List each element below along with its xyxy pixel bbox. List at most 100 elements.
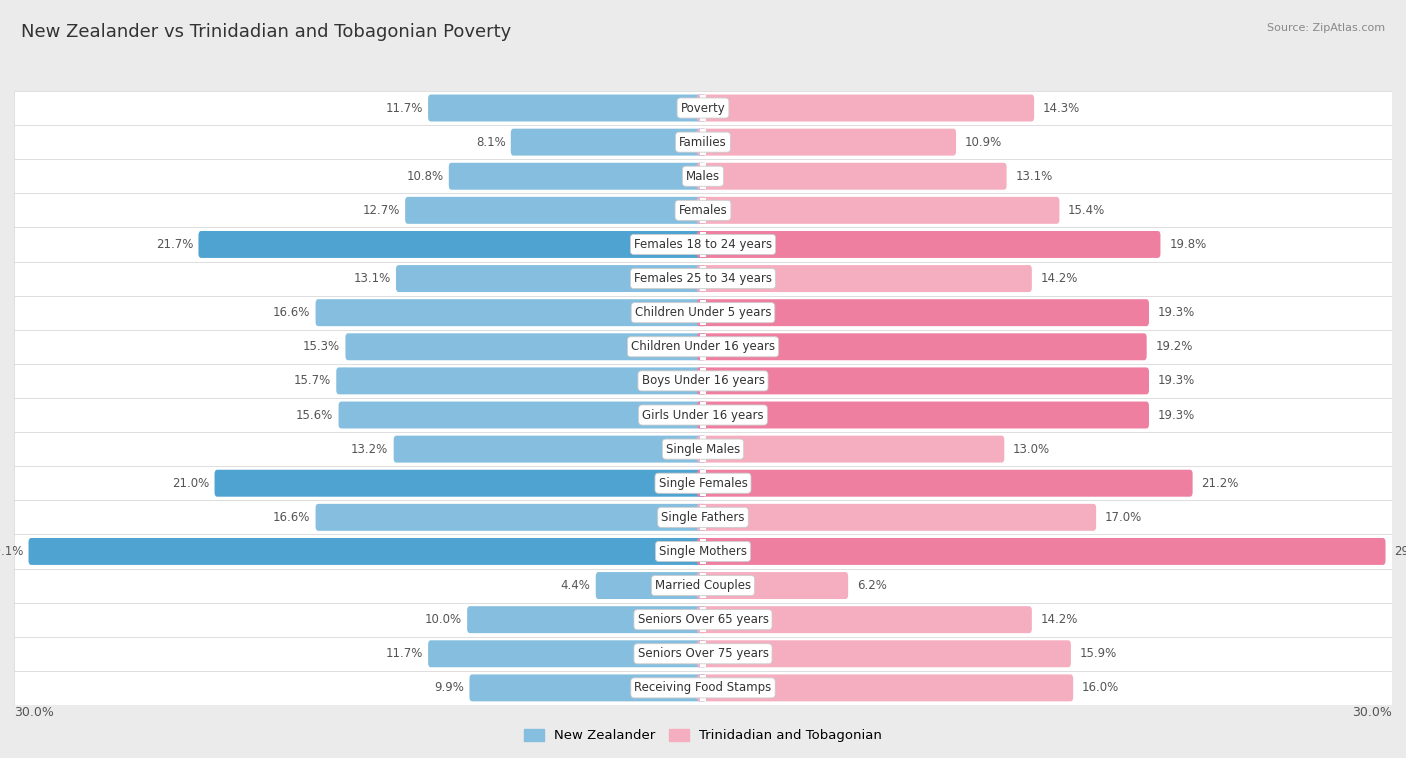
Text: 4.4%: 4.4%: [561, 579, 591, 592]
Text: New Zealander vs Trinidadian and Tobagonian Poverty: New Zealander vs Trinidadian and Tobagon…: [21, 23, 512, 41]
Text: Boys Under 16 years: Boys Under 16 years: [641, 374, 765, 387]
Text: Females: Females: [679, 204, 727, 217]
FancyBboxPatch shape: [697, 129, 956, 155]
Text: 19.3%: 19.3%: [1157, 306, 1195, 319]
FancyBboxPatch shape: [215, 470, 706, 496]
Text: Children Under 16 years: Children Under 16 years: [631, 340, 775, 353]
Bar: [700, 437, 706, 462]
Bar: [700, 675, 706, 700]
Bar: [14, 91, 1392, 125]
Bar: [700, 573, 706, 598]
FancyBboxPatch shape: [596, 572, 706, 599]
FancyBboxPatch shape: [405, 197, 706, 224]
FancyBboxPatch shape: [697, 368, 1149, 394]
Text: 14.2%: 14.2%: [1040, 272, 1078, 285]
Text: Females 25 to 34 years: Females 25 to 34 years: [634, 272, 772, 285]
FancyBboxPatch shape: [510, 129, 706, 155]
Bar: [14, 534, 1392, 568]
Bar: [14, 227, 1392, 262]
FancyBboxPatch shape: [697, 197, 1059, 224]
FancyBboxPatch shape: [697, 334, 1147, 360]
Text: 15.6%: 15.6%: [297, 409, 333, 421]
FancyBboxPatch shape: [697, 641, 1071, 667]
Text: Seniors Over 75 years: Seniors Over 75 years: [637, 647, 769, 660]
FancyBboxPatch shape: [28, 538, 706, 565]
FancyBboxPatch shape: [470, 675, 706, 701]
Text: 16.0%: 16.0%: [1083, 681, 1119, 694]
FancyBboxPatch shape: [697, 606, 1032, 633]
Text: 8.1%: 8.1%: [475, 136, 506, 149]
Text: Married Couples: Married Couples: [655, 579, 751, 592]
FancyBboxPatch shape: [315, 504, 706, 531]
Text: 6.2%: 6.2%: [856, 579, 887, 592]
Text: 21.7%: 21.7%: [156, 238, 193, 251]
Text: 30.0%: 30.0%: [14, 706, 53, 719]
Text: Single Females: Single Females: [658, 477, 748, 490]
Text: Receiving Food Stamps: Receiving Food Stamps: [634, 681, 772, 694]
Bar: [700, 96, 706, 121]
Text: Males: Males: [686, 170, 720, 183]
Bar: [14, 262, 1392, 296]
Text: 10.0%: 10.0%: [425, 613, 461, 626]
Text: 14.2%: 14.2%: [1040, 613, 1078, 626]
Text: Poverty: Poverty: [681, 102, 725, 114]
Bar: [14, 637, 1392, 671]
Bar: [700, 266, 706, 291]
Bar: [700, 471, 706, 496]
FancyBboxPatch shape: [697, 538, 1385, 565]
Bar: [700, 198, 706, 223]
FancyBboxPatch shape: [697, 231, 1160, 258]
Text: 16.6%: 16.6%: [273, 306, 311, 319]
Bar: [700, 437, 706, 462]
Text: Children Under 5 years: Children Under 5 years: [634, 306, 772, 319]
Bar: [700, 641, 706, 666]
Text: Females 18 to 24 years: Females 18 to 24 years: [634, 238, 772, 251]
Text: 13.1%: 13.1%: [353, 272, 391, 285]
FancyBboxPatch shape: [697, 402, 1149, 428]
Text: Families: Families: [679, 136, 727, 149]
Bar: [14, 432, 1392, 466]
Bar: [700, 266, 706, 291]
FancyBboxPatch shape: [697, 299, 1149, 326]
Bar: [700, 334, 706, 359]
Text: 21.2%: 21.2%: [1201, 477, 1239, 490]
FancyBboxPatch shape: [346, 334, 706, 360]
Bar: [700, 471, 706, 496]
Bar: [700, 573, 706, 598]
FancyBboxPatch shape: [697, 436, 1004, 462]
Text: 15.4%: 15.4%: [1069, 204, 1105, 217]
Bar: [700, 368, 706, 393]
FancyBboxPatch shape: [697, 504, 1097, 531]
Bar: [14, 364, 1392, 398]
Bar: [700, 505, 706, 530]
FancyBboxPatch shape: [697, 95, 1035, 121]
Text: 19.3%: 19.3%: [1157, 409, 1195, 421]
Bar: [700, 130, 706, 155]
Bar: [14, 159, 1392, 193]
FancyBboxPatch shape: [697, 265, 1032, 292]
Text: 30.0%: 30.0%: [1353, 706, 1392, 719]
FancyBboxPatch shape: [697, 163, 1007, 190]
Text: 29.6%: 29.6%: [1395, 545, 1406, 558]
Bar: [700, 368, 706, 393]
Bar: [14, 500, 1392, 534]
Text: 13.0%: 13.0%: [1012, 443, 1050, 456]
FancyBboxPatch shape: [394, 436, 706, 462]
FancyBboxPatch shape: [697, 572, 848, 599]
Bar: [700, 96, 706, 121]
Text: 17.0%: 17.0%: [1105, 511, 1142, 524]
Text: 19.3%: 19.3%: [1157, 374, 1195, 387]
Legend: New Zealander, Trinidadian and Tobagonian: New Zealander, Trinidadian and Tobagonia…: [519, 724, 887, 747]
Text: 10.8%: 10.8%: [406, 170, 443, 183]
Bar: [700, 675, 706, 700]
Bar: [14, 125, 1392, 159]
Text: 15.9%: 15.9%: [1080, 647, 1116, 660]
Text: 9.9%: 9.9%: [434, 681, 464, 694]
FancyBboxPatch shape: [336, 368, 706, 394]
Bar: [700, 130, 706, 155]
Text: 15.7%: 15.7%: [294, 374, 330, 387]
FancyBboxPatch shape: [697, 675, 1073, 701]
FancyBboxPatch shape: [427, 95, 706, 121]
Bar: [700, 300, 706, 325]
Text: 15.3%: 15.3%: [304, 340, 340, 353]
